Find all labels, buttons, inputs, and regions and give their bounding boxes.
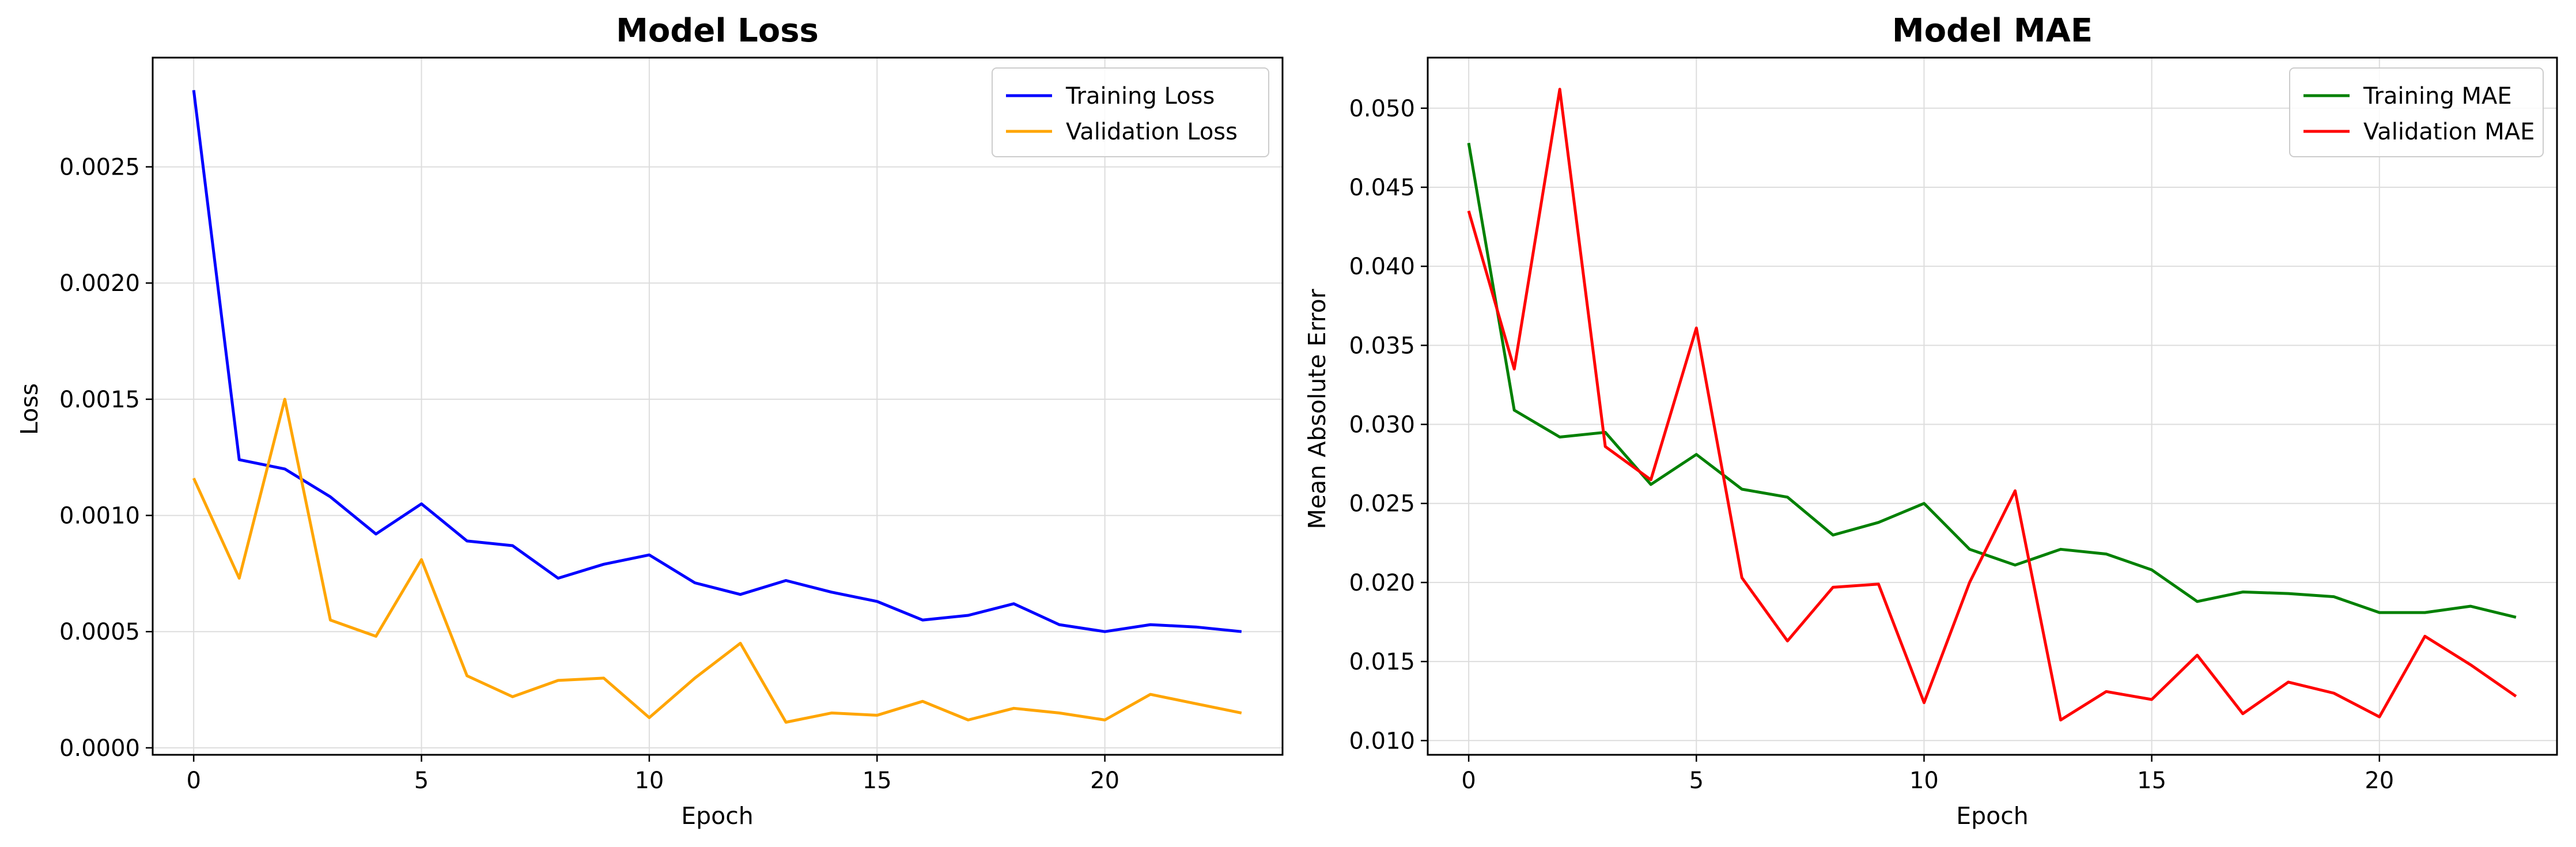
training-mae-legend-label: Training MAE: [2363, 83, 2512, 109]
loss-ytick-label: 0.0020: [59, 270, 140, 297]
loss-plot-frame: [152, 56, 1284, 756]
loss-xtick-label: 5: [414, 767, 429, 794]
loss-ytick-label: 0.0005: [59, 619, 140, 645]
mae-xtick-label: 15: [2137, 767, 2166, 794]
mae-xtick-label: 0: [1461, 767, 1476, 794]
validation-mae-line: [1467, 88, 2517, 722]
mae-chart-title: Model MAE: [1892, 12, 2093, 50]
loss-ytick-label: 0.0000: [59, 735, 140, 762]
training-loss-legend-label: Training Loss: [1065, 83, 1215, 109]
mae-plot-frame: [1427, 56, 2558, 756]
mae-ytick-label: 0.045: [1349, 175, 1415, 201]
validation-loss-legend-label: Validation Loss: [1066, 119, 1238, 145]
loss-xtick-label: 0: [186, 767, 201, 794]
mae-ytick-label: 0.010: [1349, 728, 1415, 754]
mae-ytick-label: 0.020: [1349, 570, 1415, 596]
validation-mae-legend-label: Validation MAE: [2363, 119, 2535, 145]
mae-xtick-label: 5: [1689, 767, 1704, 794]
mae-ytick-label: 0.015: [1349, 649, 1415, 675]
mae-chart-xlabel: Epoch: [1956, 802, 2029, 830]
loss-legend-box: [992, 67, 1269, 157]
training-loss-line: [192, 90, 1242, 633]
loss-xtick-label: 15: [863, 767, 892, 794]
mae-legend: Training MAE Validation MAE: [2289, 67, 2544, 157]
loss-chart: Model Loss Epoch Loss 0 5 10 15 20 0.0000 0.00…: [16, 12, 1284, 830]
loss-legend: Training Loss Validation Loss: [992, 67, 1269, 157]
loss-xtick-label: 10: [634, 767, 664, 794]
mae-legend-box: [2289, 67, 2544, 157]
validation-loss-line: [192, 398, 1242, 724]
loss-chart-xlabel: Epoch: [681, 802, 754, 830]
loss-chart-ylabel: Loss: [16, 383, 43, 435]
mae-ytick-label: 0.040: [1349, 254, 1415, 280]
loss-chart-title: Model Loss: [616, 12, 819, 50]
mae-chart-ylabel: Mean Absolute Error: [1303, 289, 1331, 529]
loss-xtick-label: 20: [1090, 767, 1119, 794]
mae-xtick-label: 10: [1909, 767, 1939, 794]
loss-ytick-label: 0.0015: [59, 387, 140, 413]
mae-ytick-label: 0.030: [1349, 412, 1415, 438]
mae-xtick-label: 20: [2365, 767, 2394, 794]
loss-ytick-label: 0.0010: [59, 503, 140, 530]
mae-ytick-label: 0.050: [1349, 96, 1415, 122]
mae-ytick-label: 0.035: [1349, 332, 1415, 359]
mae-ytick-label: 0.025: [1349, 491, 1415, 517]
loss-ytick-label: 0.0025: [59, 154, 140, 181]
mae-chart: Model MAE Epoch Mean Absolute Error 0 5 10…: [1303, 12, 2558, 830]
